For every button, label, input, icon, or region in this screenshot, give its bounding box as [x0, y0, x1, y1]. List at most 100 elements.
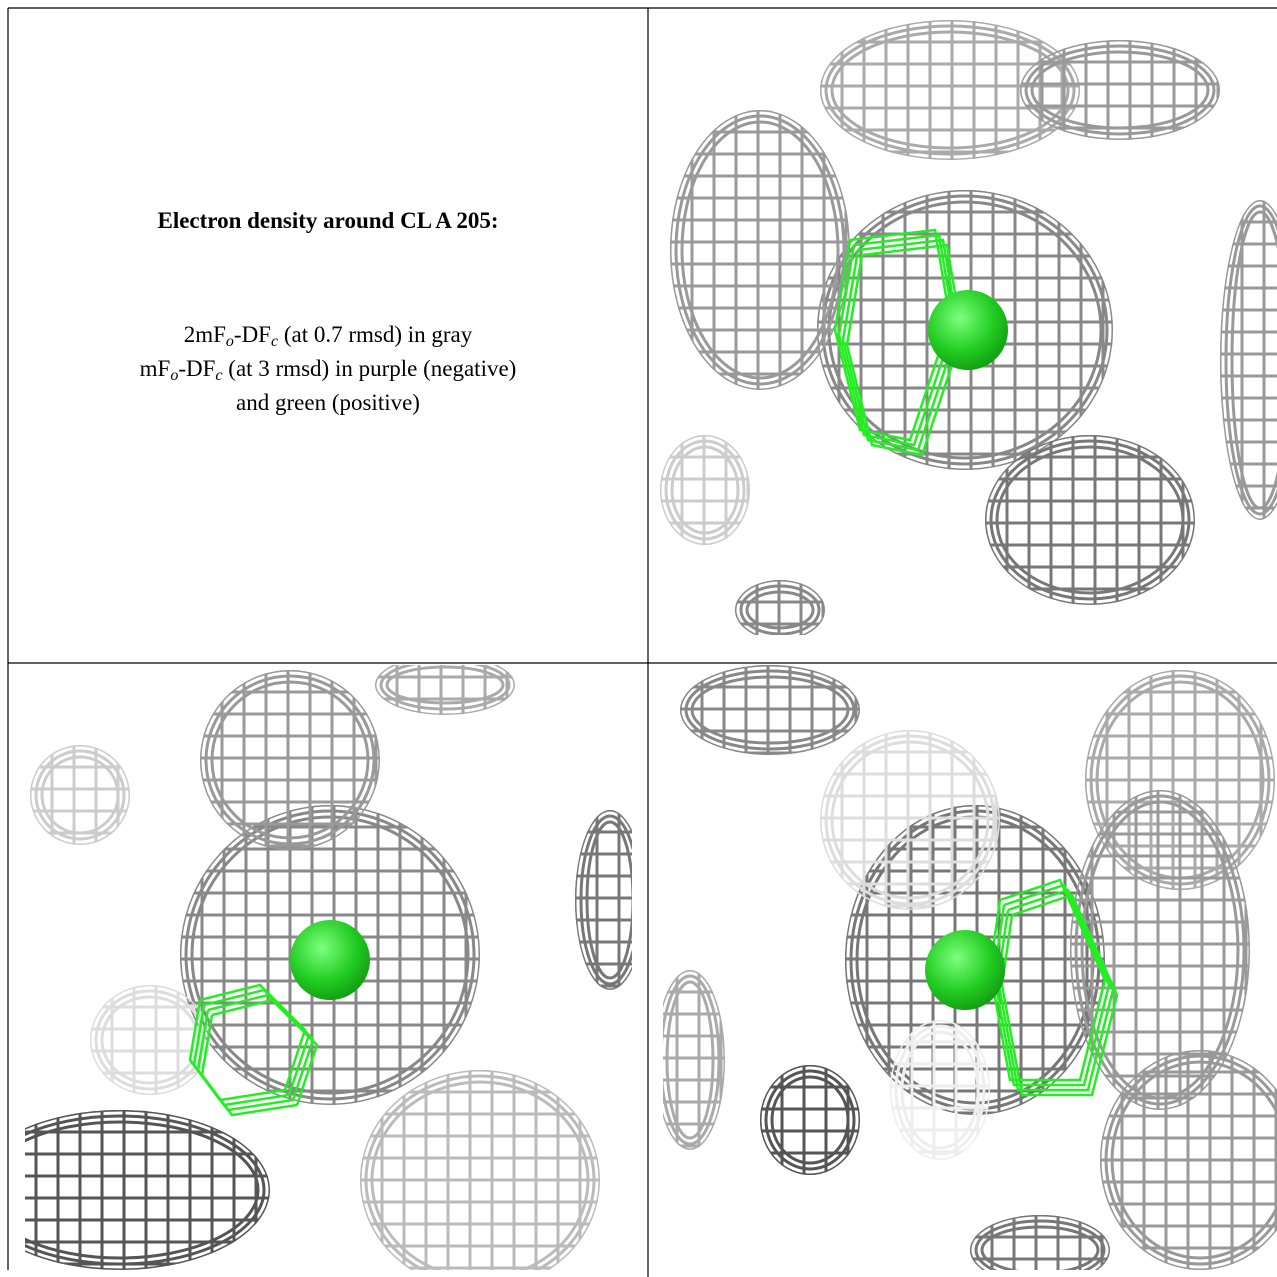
mesh-contour [684, 669, 856, 751]
chloride-sphere [928, 290, 1008, 370]
mesh-contour [1220, 200, 1277, 520]
mesh-contour [824, 24, 1076, 156]
mesh-contour [745, 590, 815, 630]
green-mesh [845, 243, 964, 457]
mesh-contour [665, 980, 715, 1140]
mesh-contour [204, 674, 376, 846]
mesh-contour [40, 755, 120, 835]
green-mesh [833, 228, 952, 442]
mesh-contour [90, 985, 210, 1095]
chloride-sphere [290, 920, 370, 1000]
mesh-contour [980, 1225, 1100, 1270]
mesh [820, 20, 1080, 160]
mesh [735, 580, 825, 635]
mesh [90, 985, 210, 1095]
mesh-contour [1104, 1054, 1277, 1266]
mesh-contour [900, 1030, 980, 1150]
mesh-contour [690, 675, 850, 745]
text: (at 3 rmsd) in purple (negative) [222, 356, 517, 381]
mesh-contour [663, 974, 721, 1146]
mesh-contour [25, 1120, 260, 1260]
caption-line: and green (positive) [10, 386, 646, 420]
mesh-contour [760, 1065, 860, 1175]
mesh-contour [985, 435, 1195, 605]
mesh [663, 970, 725, 1150]
mesh-contour [30, 745, 130, 845]
text: and green (positive) [236, 390, 420, 415]
mesh [360, 1070, 600, 1270]
mesh-contour [830, 30, 1070, 150]
mesh [820, 730, 1000, 910]
mesh [970, 1215, 1110, 1270]
mesh [1220, 200, 1277, 520]
subscript: o [225, 333, 234, 350]
mesh-contour [100, 995, 200, 1085]
mesh-contour [670, 445, 740, 535]
text: 2mF [183, 322, 226, 347]
mesh [25, 1110, 270, 1270]
chloride-sphere [925, 930, 1005, 1010]
mesh-contour [1020, 40, 1220, 140]
density-map [663, 665, 1277, 1270]
mesh-contour [1030, 50, 1210, 130]
green-mesh [192, 988, 311, 1107]
text: -DF [178, 356, 216, 381]
mesh-contour [995, 445, 1185, 595]
caption-line: 2mFo-DFc (at 0.7 rmsd) in gray [10, 318, 646, 352]
green-mesh [196, 993, 315, 1112]
mesh-contour [1024, 44, 1216, 136]
mesh-contour [190, 815, 470, 1095]
mesh [1085, 670, 1275, 890]
mesh-contour [379, 665, 511, 711]
mesh-contour [1230, 210, 1277, 510]
mesh-contour [764, 1069, 856, 1171]
green-mesh [200, 998, 319, 1117]
subscript: c [215, 367, 223, 384]
mesh-contour [1080, 800, 1240, 1100]
text: -DF [233, 322, 271, 347]
mesh [660, 435, 750, 545]
mesh-contour [830, 740, 990, 900]
mesh-contour [674, 114, 846, 386]
text: (at 0.7 rmsd) in gray [278, 322, 473, 347]
green-mesh [837, 233, 956, 447]
density-map [25, 665, 632, 1270]
mesh-contour [585, 820, 632, 980]
mesh-contour [680, 120, 840, 380]
mesh-contour [739, 584, 821, 635]
mesh [30, 745, 130, 845]
subscript: c [270, 333, 279, 350]
text: mF [139, 356, 171, 381]
mesh-contour [974, 1219, 1106, 1270]
mesh [375, 665, 515, 715]
mesh-contour [664, 439, 746, 541]
mesh-contour [1224, 204, 1277, 516]
mesh-contour [579, 814, 632, 986]
subscript: o [170, 367, 179, 384]
mesh [200, 670, 380, 850]
mesh-contour [25, 1114, 266, 1266]
mesh [760, 1065, 860, 1175]
mesh [680, 665, 860, 755]
caption-lines: 2mFo-DFc (at 0.7 rmsd) in gray mFo-DFc (a… [10, 318, 646, 420]
mesh-contour [210, 680, 370, 840]
mesh-contour [1074, 794, 1246, 1106]
mesh-contour [989, 439, 1191, 601]
mesh-contour [824, 734, 996, 906]
caption-title: Electron density around CL A 205: [157, 208, 499, 233]
mesh-contour [34, 749, 126, 841]
green-mesh [188, 983, 307, 1102]
mesh [985, 435, 1195, 605]
density-map [660, 20, 1277, 635]
mesh [1020, 40, 1220, 140]
mesh-contour [370, 1080, 590, 1270]
mesh [670, 110, 850, 390]
mesh-contour [770, 1075, 850, 1165]
mesh-contour [1110, 1060, 1277, 1260]
green-mesh [1000, 893, 1119, 1097]
green-mesh [841, 238, 960, 452]
mesh-contour [184, 809, 476, 1101]
mesh [575, 810, 632, 990]
